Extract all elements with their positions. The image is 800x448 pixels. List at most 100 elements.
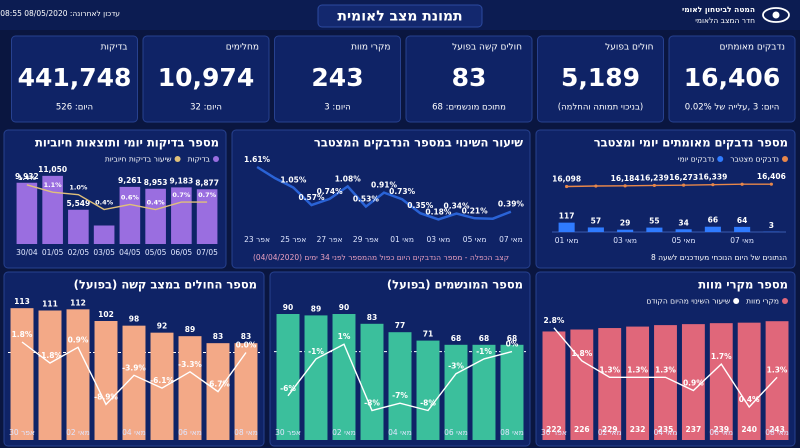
bar bbox=[444, 344, 468, 440]
line-value-label: 1.08% bbox=[335, 174, 362, 183]
bar bbox=[626, 326, 650, 440]
bar-value-label: 117 bbox=[559, 212, 575, 221]
line-value-label: 0.4% bbox=[739, 395, 760, 404]
kpi-title: מקרי מוות bbox=[351, 43, 390, 53]
kpi-sub: מתוכם מונשמים: 68 bbox=[432, 103, 506, 113]
bar bbox=[570, 329, 594, 440]
line-value-label: 0.9% bbox=[68, 335, 89, 344]
bar bbox=[472, 344, 496, 440]
legend-label: מקרי מוות bbox=[746, 297, 779, 306]
kpi-card bbox=[537, 35, 664, 123]
x-tick-label: מאי 03 bbox=[613, 236, 637, 245]
line-value-label: 2.8% bbox=[544, 316, 565, 325]
line-value-label: 1.7% bbox=[711, 352, 732, 361]
legend-label: נדבקים יומי bbox=[678, 155, 714, 164]
line-value-label: 0.34% bbox=[444, 202, 471, 211]
bar bbox=[542, 331, 566, 440]
line-value-label: 0.7% bbox=[198, 191, 217, 199]
bar-value-label: 222 bbox=[546, 425, 562, 434]
line-value-label: 0.91% bbox=[371, 181, 398, 190]
bar bbox=[704, 226, 721, 232]
bar bbox=[388, 332, 412, 440]
line-value-label: -8% bbox=[364, 399, 380, 408]
bar bbox=[122, 325, 146, 440]
bar-value-label: 89 bbox=[185, 325, 195, 334]
line-value-label: 0.73% bbox=[389, 187, 416, 196]
bar-value-label: 3 bbox=[769, 221, 774, 230]
x-tick-label: מאי 06 bbox=[178, 428, 202, 437]
chart-panel bbox=[535, 129, 796, 269]
line-value-label: 1.3% bbox=[767, 365, 788, 374]
line-value-label: 0.21% bbox=[462, 206, 489, 215]
bar-value-label: 235 bbox=[658, 425, 674, 434]
line bbox=[256, 165, 512, 221]
chart-title: מספר נדבקים מאומתים יומי ומצטבר bbox=[594, 136, 788, 150]
title-box bbox=[317, 4, 483, 28]
bar bbox=[94, 321, 118, 440]
bar bbox=[587, 227, 604, 232]
line-value-label: -1% bbox=[476, 347, 492, 356]
org-name: המטה לביטחון לאומי bbox=[682, 5, 755, 14]
bar bbox=[646, 227, 663, 232]
x-tick-label: 05/05 bbox=[145, 248, 167, 257]
bar bbox=[681, 324, 705, 440]
bar-value-label: 89 bbox=[311, 304, 321, 313]
x-tick-label: אפר 30 bbox=[275, 428, 301, 437]
line-value-label: 1.3% bbox=[655, 365, 676, 374]
kpi-sub: היום: 3 bbox=[324, 103, 350, 113]
bar-value-label: 237 bbox=[686, 425, 702, 434]
bar bbox=[234, 343, 258, 440]
kpi-value: 16,406 bbox=[684, 63, 780, 92]
bar bbox=[150, 332, 174, 440]
bar-value-label: 239 bbox=[713, 425, 729, 434]
line-point bbox=[711, 183, 715, 187]
kpi-sub: היום: 32 bbox=[190, 103, 222, 113]
bar bbox=[332, 314, 356, 440]
bar bbox=[178, 336, 202, 440]
line-value-label: 0.9% bbox=[683, 379, 704, 388]
line-value-label: 1.0% bbox=[69, 184, 88, 192]
x-tick-label: אפר 30 bbox=[541, 428, 567, 437]
bar bbox=[654, 325, 677, 440]
legend-swatch bbox=[174, 156, 181, 162]
kpi-card bbox=[405, 35, 533, 123]
kpi-card bbox=[11, 35, 138, 123]
line-value-label: -8.9% bbox=[94, 392, 118, 401]
chart-note: קצב הכפלה - מספר הנדבקים היום כפול מהמספ… bbox=[253, 253, 509, 262]
line-value-label: 0.6% bbox=[121, 194, 140, 202]
bar bbox=[709, 323, 733, 440]
line-value-label: 1.61% bbox=[244, 155, 271, 164]
kpi-title: מחלימים bbox=[226, 43, 259, 53]
bar-value-label: 83 bbox=[367, 313, 377, 322]
x-tick-label: 07/05 bbox=[196, 248, 218, 257]
bar bbox=[500, 344, 524, 440]
bar-value-label: 68 bbox=[479, 334, 489, 343]
kpi-value: 243 bbox=[311, 63, 363, 92]
line-value-label: 1.3% bbox=[599, 365, 620, 374]
bar-value-label: 9,261 bbox=[118, 176, 142, 185]
bar-value-label: 29 bbox=[620, 219, 630, 228]
chart-note: הנתונים של היום הנוכחי מעודכנים לשעה 8 bbox=[651, 253, 787, 262]
line-value-label: 0.74% bbox=[317, 187, 344, 196]
kpi-value: 10,974 bbox=[158, 63, 254, 92]
x-tick-label: מאי 05 bbox=[672, 236, 696, 245]
line-value-label: -8% bbox=[420, 399, 436, 408]
x-tick-label: מאי 04 bbox=[654, 428, 678, 437]
bar-value-label: 98 bbox=[129, 315, 139, 324]
line-value-label: 16,184 bbox=[611, 174, 640, 183]
x-tick-label: מאי 06 bbox=[709, 428, 733, 437]
bar bbox=[734, 226, 751, 232]
line-value-label: 1.1% bbox=[44, 181, 63, 189]
bar-value-label: 55 bbox=[649, 217, 659, 226]
bar bbox=[196, 189, 218, 244]
line-value-label: 16,339 bbox=[698, 173, 727, 182]
legend-swatch bbox=[782, 156, 788, 162]
x-tick-label: מאי 04 bbox=[122, 428, 146, 437]
line-value-label: 0.7% bbox=[172, 191, 191, 199]
x-tick-label: מאי 01 bbox=[555, 236, 579, 245]
line-point bbox=[594, 184, 598, 188]
line-value-label: 1.8% bbox=[12, 330, 33, 339]
line bbox=[553, 327, 778, 409]
chart-title: מספר החולים במצב קשה (בפועל) bbox=[74, 278, 257, 292]
x-tick-label: 03/05 bbox=[93, 248, 115, 257]
